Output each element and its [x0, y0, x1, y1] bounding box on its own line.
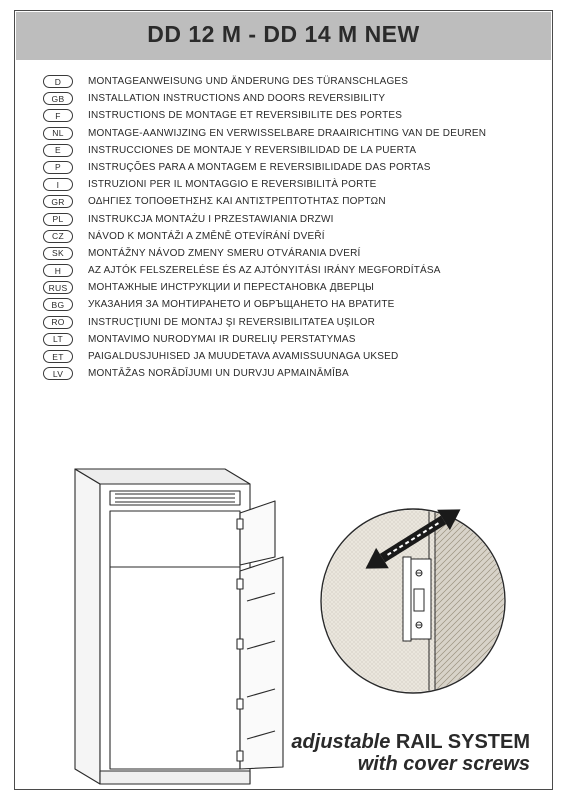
- language-badge: H: [43, 264, 73, 277]
- language-badge: SK: [43, 247, 73, 260]
- language-badge: BG: [43, 298, 73, 311]
- language-row: D MONTAGEANWEISUNG UND ÄNDERUNG DES TÜRAN…: [43, 75, 532, 88]
- footer-line1-rail: RAIL SYSTEM: [396, 731, 530, 753]
- language-row: ET PAIGALDUSJUHISED JA MUUDETAVA AVAMISSU…: [43, 350, 532, 363]
- language-text: AZ AJTÓK FELSZERELÉSE ÉS AZ AJTÓNYITÁSI …: [88, 265, 441, 276]
- footer-caption: adjustable RAIL SYSTEM with cover screws: [291, 731, 530, 775]
- title-band: DD 12 M - DD 14 M NEW: [16, 12, 551, 60]
- language-badge: F: [43, 109, 73, 122]
- language-row: GR ΟΔΗΓΙΕΣ ΤΟΠΟΘΕΤΗΣΗΣ ΚΑΙ ΑΝΤΙΣΤΡΕΠΤΟΤΗΤ…: [43, 195, 532, 208]
- language-text: ΟΔΗΓΙΕΣ ΤΟΠΟΘΕΤΗΣΗΣ ΚΑΙ ΑΝΤΙΣΤΡΕΠΤΟΤΗΤΑΣ…: [88, 196, 386, 207]
- language-badge: RO: [43, 316, 73, 329]
- page-title: DD 12 M - DD 14 M NEW: [16, 21, 551, 48]
- language-text: INSTRUCTIONS DE MONTAGE ET REVERSIBILITE…: [88, 110, 402, 121]
- language-row: RO INSTRUCŢIUNI DE MONTAJ ŞI REVERSIBILIT…: [43, 316, 532, 329]
- language-badge: PL: [43, 213, 73, 226]
- language-badge: GR: [43, 195, 73, 208]
- language-row: I ISTRUZIONI PER IL MONTAGGIO E REVERSIBI…: [43, 178, 532, 191]
- language-row: P INSTRUÇÕES PARA A MONTAGEM E REVERSIBIL…: [43, 161, 532, 174]
- language-row: E INSTRUCCIONES DE MONTAJE Y REVERSIBILID…: [43, 144, 532, 157]
- language-badge: P: [43, 161, 73, 174]
- language-badge: D: [43, 75, 73, 88]
- footer-line2: with cover screws: [291, 753, 530, 775]
- language-text: INSTRUKCJA MONTAŻU I PRZESTAWIANIA DRZWI: [88, 214, 334, 225]
- language-row: LT MONTAVIMO NURODYMAI IR DURELIŲ PERSTAT…: [43, 333, 532, 346]
- language-list: D MONTAGEANWEISUNG UND ÄNDERUNG DES TÜRAN…: [15, 61, 552, 392]
- language-row: BG УКАЗАНИЯ ЗА МОНТИРАНЕТО И ОБРЪЩАНЕТО Н…: [43, 298, 532, 311]
- language-row: PL INSTRUKCJA MONTAŻU I PRZESTAWIANIA DRZ…: [43, 213, 532, 226]
- language-text: MONTÁŽNY NÁVOD ZMENY SMERU OTVÁRANIA DVE…: [88, 248, 361, 259]
- language-text: ISTRUZIONI PER IL MONTAGGIO E REVERSIBIL…: [88, 179, 377, 190]
- language-badge: GB: [43, 92, 73, 105]
- language-row: GB INSTALLATION INSTRUCTIONS AND DOORS RE…: [43, 92, 532, 105]
- fridge-illustration: [75, 469, 283, 784]
- language-row: CZ NÁVOD K MONTÁŽI A ZMĚNĚ OTEVÍRÁNÍ DVEŘ…: [43, 230, 532, 243]
- language-text: MONTAGE-AANWIJZING EN VERWISSELBARE DRAA…: [88, 128, 486, 139]
- language-badge: I: [43, 178, 73, 191]
- language-row: LV MONTĀŽAS NORĀDĪJUMI UN DURVJU APMAINĀM…: [43, 367, 532, 380]
- language-badge: E: [43, 144, 73, 157]
- language-text: INSTALLATION INSTRUCTIONS AND DOORS REVE…: [88, 93, 385, 104]
- language-text: МОНТАЖНЫЕ ИНСТРУКЦИИ И ПЕРЕСТАНОВКА ДВЕР…: [88, 282, 374, 293]
- detail-circle: [315, 499, 515, 699]
- language-badge: ET: [43, 350, 73, 363]
- language-text: MONTAGEANWEISUNG UND ÄNDERUNG DES TÜRANS…: [88, 76, 408, 87]
- language-badge: NL: [43, 127, 73, 140]
- language-badge: CZ: [43, 230, 73, 243]
- footer-line1-prefix: adjustable: [291, 731, 395, 753]
- language-text: MONTĀŽAS NORĀDĪJUMI UN DURVJU APMAINĀMĪB…: [88, 368, 349, 379]
- page-frame: DD 12 M - DD 14 M NEW D MONTAGEANWEISUNG …: [14, 10, 553, 790]
- language-text: INSTRUCCIONES DE MONTAJE Y REVERSIBILIDA…: [88, 145, 416, 156]
- language-text: MONTAVIMO NURODYMAI IR DURELIŲ PERSTATYM…: [88, 334, 356, 345]
- language-badge: RUS: [43, 281, 73, 294]
- language-text: NÁVOD K MONTÁŽI A ZMĚNĚ OTEVÍRÁNÍ DVEŘÍ: [88, 231, 325, 242]
- language-badge: LT: [43, 333, 73, 346]
- language-row: SK MONTÁŽNY NÁVOD ZMENY SMERU OTVÁRANIA D…: [43, 247, 532, 260]
- diagram-area: adjustable RAIL SYSTEM with cover screws: [15, 439, 552, 789]
- language-text: INSTRUCŢIUNI DE MONTAJ ŞI REVERSIBILITAT…: [88, 317, 375, 328]
- language-text: УКАЗАНИЯ ЗА МОНТИРАНЕТО И ОБРЪЩАНЕТО НА …: [88, 299, 395, 310]
- language-text: PAIGALDUSJUHISED JA MUUDETAVA AVAMISSUUN…: [88, 351, 398, 362]
- language-row: NL MONTAGE-AANWIJZING EN VERWISSELBARE DR…: [43, 127, 532, 140]
- language-badge: LV: [43, 367, 73, 380]
- language-row: F INSTRUCTIONS DE MONTAGE ET REVERSIBILIT…: [43, 109, 532, 122]
- language-row: H AZ AJTÓK FELSZERELÉSE ÉS AZ AJTÓNYITÁSI…: [43, 264, 532, 277]
- language-row: RUS МОНТАЖНЫЕ ИНСТРУКЦИИ И ПЕРЕСТАНОВКА Д…: [43, 281, 532, 294]
- language-text: INSTRUÇÕES PARA A MONTAGEM E REVERSIBILI…: [88, 162, 431, 173]
